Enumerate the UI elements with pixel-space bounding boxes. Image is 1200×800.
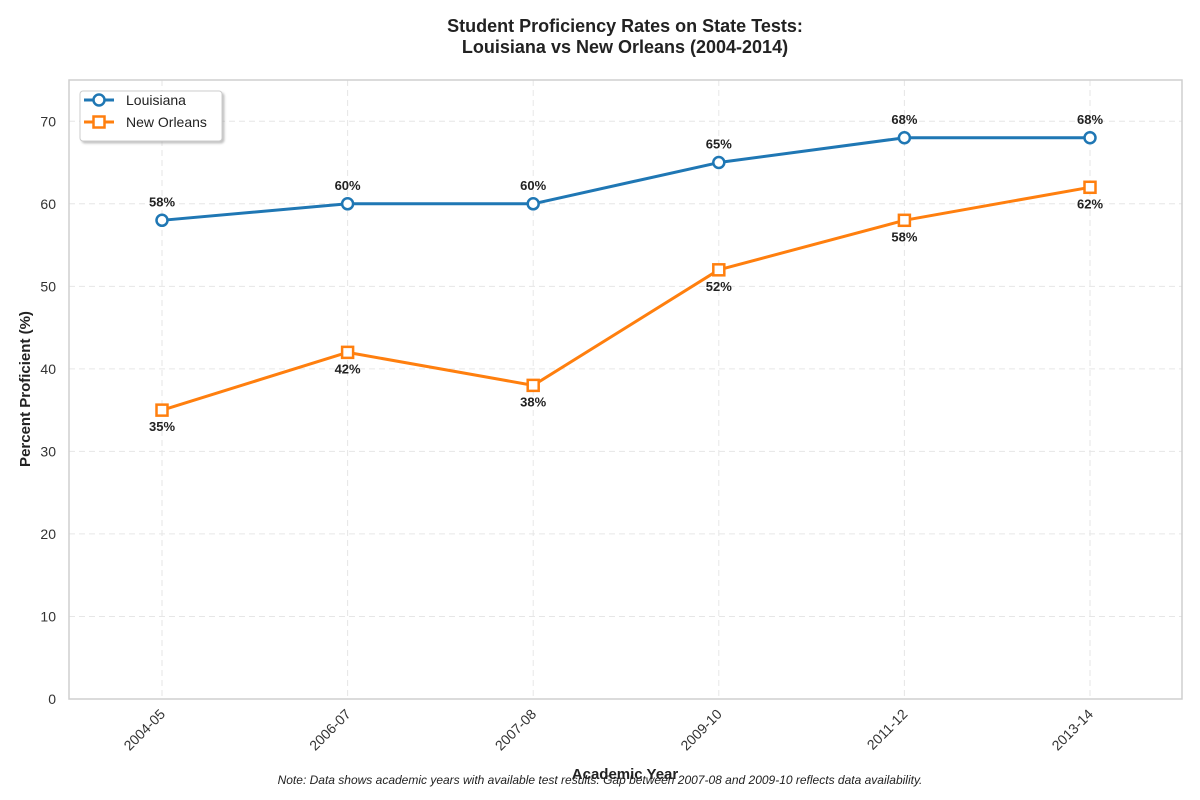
y-axis-label: Percent Proficient (%) [17, 311, 34, 467]
data-label: 62% [1077, 196, 1103, 211]
data-label: 65% [706, 137, 732, 152]
data-point [155, 403, 169, 417]
legend-marker [92, 93, 106, 107]
x-tick-label: 2011-12 [864, 706, 911, 753]
y-axis-ticks: 0 10 20 30 40 50 60 70 [40, 113, 56, 707]
legend-item-new-orleans: New Orleans [84, 114, 207, 130]
legend: Louisiana New Orleans [79, 90, 223, 142]
data-label: 42% [335, 361, 361, 376]
y-tick-label: 40 [40, 361, 56, 377]
y-tick-label: 60 [40, 196, 56, 212]
data-point [1083, 131, 1097, 145]
x-tick-label: 2007-08 [492, 706, 540, 754]
data-point [712, 155, 726, 170]
series-louisiana: 58% 60% 60% 65% 68% 68% [149, 112, 1103, 228]
x-tick-label: 2006-07 [306, 706, 354, 754]
y-tick-label: 50 [40, 278, 56, 294]
series-layer: 58% 60% 60% 65% 68% 68% 35% 42% 38% 52% 58% 62% [149, 112, 1103, 434]
data-label: 60% [520, 178, 546, 193]
data-point [155, 213, 169, 228]
data-label: 38% [520, 394, 546, 409]
series-line [161, 136, 1090, 222]
data-point [712, 263, 726, 277]
chart-subtitle: Louisiana vs New Orleans (2004-2014) [462, 37, 788, 57]
data-point [1083, 180, 1097, 195]
data-point [897, 131, 912, 145]
x-axis-ticks: 2004-05 2006-07 2007-08 2009-10 2011-12 2013-… [120, 706, 1096, 754]
data-label: 60% [335, 178, 361, 193]
x-tick-label: 2013-14 [1048, 706, 1096, 754]
legend-label: New Orleans [126, 114, 207, 130]
data-point [526, 197, 540, 211]
data-point [340, 345, 355, 360]
footnote: Note: Data shows academic years with ava… [278, 773, 923, 787]
y-tick-label: 30 [40, 443, 56, 459]
y-tick-label: 20 [40, 526, 56, 542]
data-label: 58% [149, 194, 175, 209]
data-point [526, 378, 540, 393]
series-line [161, 185, 1091, 412]
legend-marker [92, 115, 106, 129]
plot-frame [68, 79, 1183, 700]
data-label: 58% [891, 229, 917, 244]
data-point [340, 197, 355, 211]
data-label: 35% [149, 419, 175, 434]
legend-item-louisiana: Louisiana [84, 92, 186, 108]
x-tick-label: 2004-05 [120, 706, 168, 754]
x-axis-label: Academic Year [572, 766, 679, 783]
x-tick-label: 2009-10 [677, 706, 725, 754]
legend-box [79, 90, 223, 142]
data-point [897, 213, 912, 228]
data-label: 52% [706, 279, 732, 294]
data-label: 68% [1077, 112, 1103, 127]
y-tick-label: 70 [40, 113, 56, 129]
legend-label: Louisiana [126, 92, 186, 108]
chart-title: Student Proficiency Rates on State Tests… [447, 16, 803, 36]
data-label: 68% [891, 112, 917, 127]
grid-layer [69, 80, 1182, 699]
y-tick-label: 10 [40, 608, 56, 624]
series-new-orleans: 35% 42% 38% 52% 58% 62% [149, 180, 1103, 434]
y-tick-label: 0 [48, 691, 56, 707]
